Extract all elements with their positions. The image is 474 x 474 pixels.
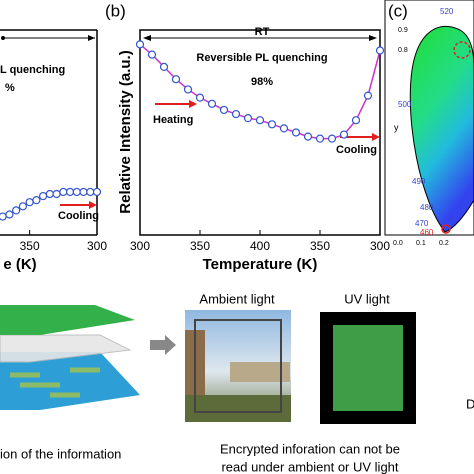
data-point xyxy=(363,91,373,100)
data-point xyxy=(195,93,205,102)
data-point xyxy=(18,202,28,211)
wavelength-label: 490 xyxy=(412,177,426,186)
x-axis-label: Temperature (K) xyxy=(203,256,318,273)
cie-diagram xyxy=(384,0,474,236)
data-point xyxy=(351,116,361,125)
x-tick-label: 350 xyxy=(190,239,210,253)
annotation: Cooling xyxy=(58,210,99,222)
data-point xyxy=(147,50,157,59)
data-point xyxy=(92,187,102,197)
x-tick-label: 0.2 xyxy=(439,240,449,247)
panel-label: UV light xyxy=(344,291,390,306)
y-tick-label: 0.8 xyxy=(398,47,408,54)
annotation: Reversible PL quenching xyxy=(196,52,327,64)
data-point xyxy=(291,128,301,137)
data-point xyxy=(59,187,68,197)
wavelength-label: 470 xyxy=(415,219,429,228)
data-point xyxy=(255,116,265,125)
y-tick-label: 0.9 xyxy=(398,27,408,34)
data-point xyxy=(231,109,241,119)
y-axis-label: Relative Intensity (a.u.) xyxy=(117,50,134,213)
data-point xyxy=(45,189,54,199)
data-point xyxy=(52,189,61,199)
ambient-photo xyxy=(185,310,291,422)
x-axis-label: e (K) xyxy=(3,256,36,273)
annotation: 98% xyxy=(251,76,273,88)
data-point xyxy=(39,191,48,201)
data-point xyxy=(303,132,313,141)
wavelength-label: 500 xyxy=(398,100,412,109)
data-point xyxy=(243,114,253,123)
data-point xyxy=(72,187,81,197)
data-point xyxy=(86,187,95,197)
x-tick-label: 400 xyxy=(250,239,270,253)
data-point xyxy=(327,134,337,143)
wavelength-label: 460 xyxy=(420,228,434,237)
panel-b-title: (b) xyxy=(105,1,126,20)
caption: read under ambient or UV light xyxy=(221,459,398,474)
uv-pattern xyxy=(333,325,403,411)
data-point xyxy=(219,105,229,115)
x-tick-label: 350 xyxy=(20,239,40,253)
annotation: Cooling xyxy=(336,144,377,156)
x-tick-label: 300 xyxy=(87,239,107,253)
edge-text: D xyxy=(466,396,474,411)
x-tick-label: 0.1 xyxy=(416,240,426,247)
data-point xyxy=(0,212,7,221)
data-point xyxy=(183,85,193,94)
data-point xyxy=(12,206,21,215)
x-tick-label: 350 xyxy=(310,239,330,253)
wavelength-label: 480 xyxy=(420,203,434,212)
annotation: RT xyxy=(255,26,270,38)
data-point xyxy=(315,134,325,143)
panel-label: Ambient light xyxy=(199,291,275,306)
data-point xyxy=(135,40,145,49)
caption: Encrypted inforation can not be xyxy=(220,441,400,456)
data-point xyxy=(65,187,75,197)
data-point xyxy=(5,210,14,219)
data-point xyxy=(171,75,181,84)
data-point xyxy=(267,120,277,129)
data-point xyxy=(375,46,385,55)
annotation: L quenching xyxy=(0,64,65,76)
data-point xyxy=(279,124,289,133)
data-point xyxy=(339,130,349,139)
panel-a-frame xyxy=(0,29,98,236)
data-point xyxy=(79,187,88,197)
data-point xyxy=(159,62,169,72)
caption: ion of the information xyxy=(0,446,121,461)
layer-illustration xyxy=(0,305,176,410)
panel-c-title: (c) xyxy=(388,1,408,20)
data-point xyxy=(32,196,41,205)
y-axis-label: y xyxy=(394,122,399,132)
data-point xyxy=(25,198,34,207)
annotation: % xyxy=(5,82,15,94)
x-tick-label: 300 xyxy=(370,239,390,253)
wavelength-label: 520 xyxy=(440,7,454,16)
x-tick-label: 0.0 xyxy=(393,240,403,247)
x-tick-label: 300 xyxy=(130,239,150,253)
data-point xyxy=(207,99,217,108)
annotation: Heating xyxy=(153,114,193,126)
